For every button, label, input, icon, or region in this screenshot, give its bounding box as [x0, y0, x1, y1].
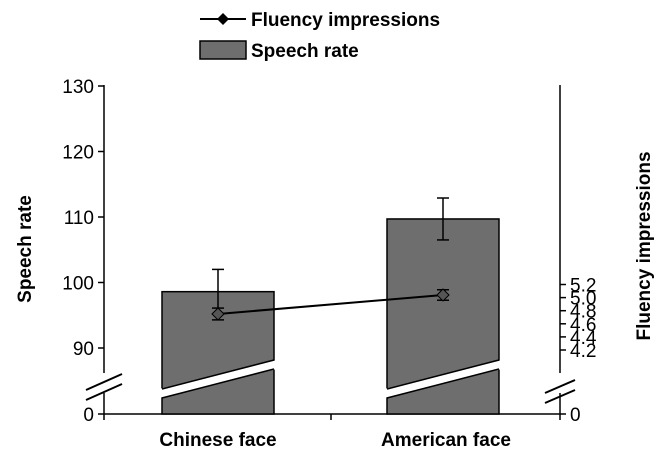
bar-break-edge [386, 368, 500, 399]
y-left-tick-label: 90 [73, 339, 94, 360]
fluency-point [436, 288, 450, 302]
y-right-axis-break-mark [544, 379, 576, 394]
y-right-tick-label: 4.8 [570, 302, 596, 323]
y-left-tick-label: 110 [64, 208, 94, 229]
y-right-tick-label: 4.2 [570, 341, 596, 362]
legend: Fluency impressions Speech rate [199, 10, 440, 62]
y-right-axis-break-mark [544, 389, 576, 404]
y-left-axis-title: Speech rate [15, 195, 36, 303]
y-right-tick-label: 4.6 [570, 315, 596, 336]
bar-break-edge [386, 359, 500, 390]
y-left-tick-label: 100 [62, 274, 94, 295]
bar-break-edge [161, 368, 275, 399]
y-right-axis-title: Fluency impressions [634, 151, 655, 340]
plot-area: 0 90 100 110 120 130 0 4.24.44.64.85.05.2 [62, 77, 597, 426]
y-right-tick-label: 5.0 [570, 289, 596, 310]
x-category-label-chinese: Chinese face [159, 430, 276, 451]
fluency-point [211, 307, 225, 321]
legend-label-fluency: Fluency impressions [251, 10, 440, 31]
bar-axis-break-band [159, 360, 277, 398]
y-left-tick-label: 130 [62, 77, 94, 98]
y-left-axis-break-mark [85, 373, 123, 391]
y-left-axis-break-mark [85, 383, 123, 401]
legend-bar-swatch [199, 40, 247, 60]
y-right-tick-label: 0 [570, 405, 581, 426]
legend-label-speech-rate: Speech rate [251, 41, 359, 62]
legend-diamond-marker [217, 13, 229, 25]
bar-break-edge [161, 359, 275, 390]
y-right-tick-label: 5.2 [570, 276, 596, 297]
y-left-tick-label: 120 [62, 143, 94, 164]
fluency-line [217, 293, 444, 315]
bar-axis-break-band [384, 360, 502, 398]
x-category-label-american: American face [381, 430, 511, 451]
y-left-tick-label: 0 [83, 405, 94, 426]
y-right-tick-label: 4.4 [570, 328, 597, 349]
